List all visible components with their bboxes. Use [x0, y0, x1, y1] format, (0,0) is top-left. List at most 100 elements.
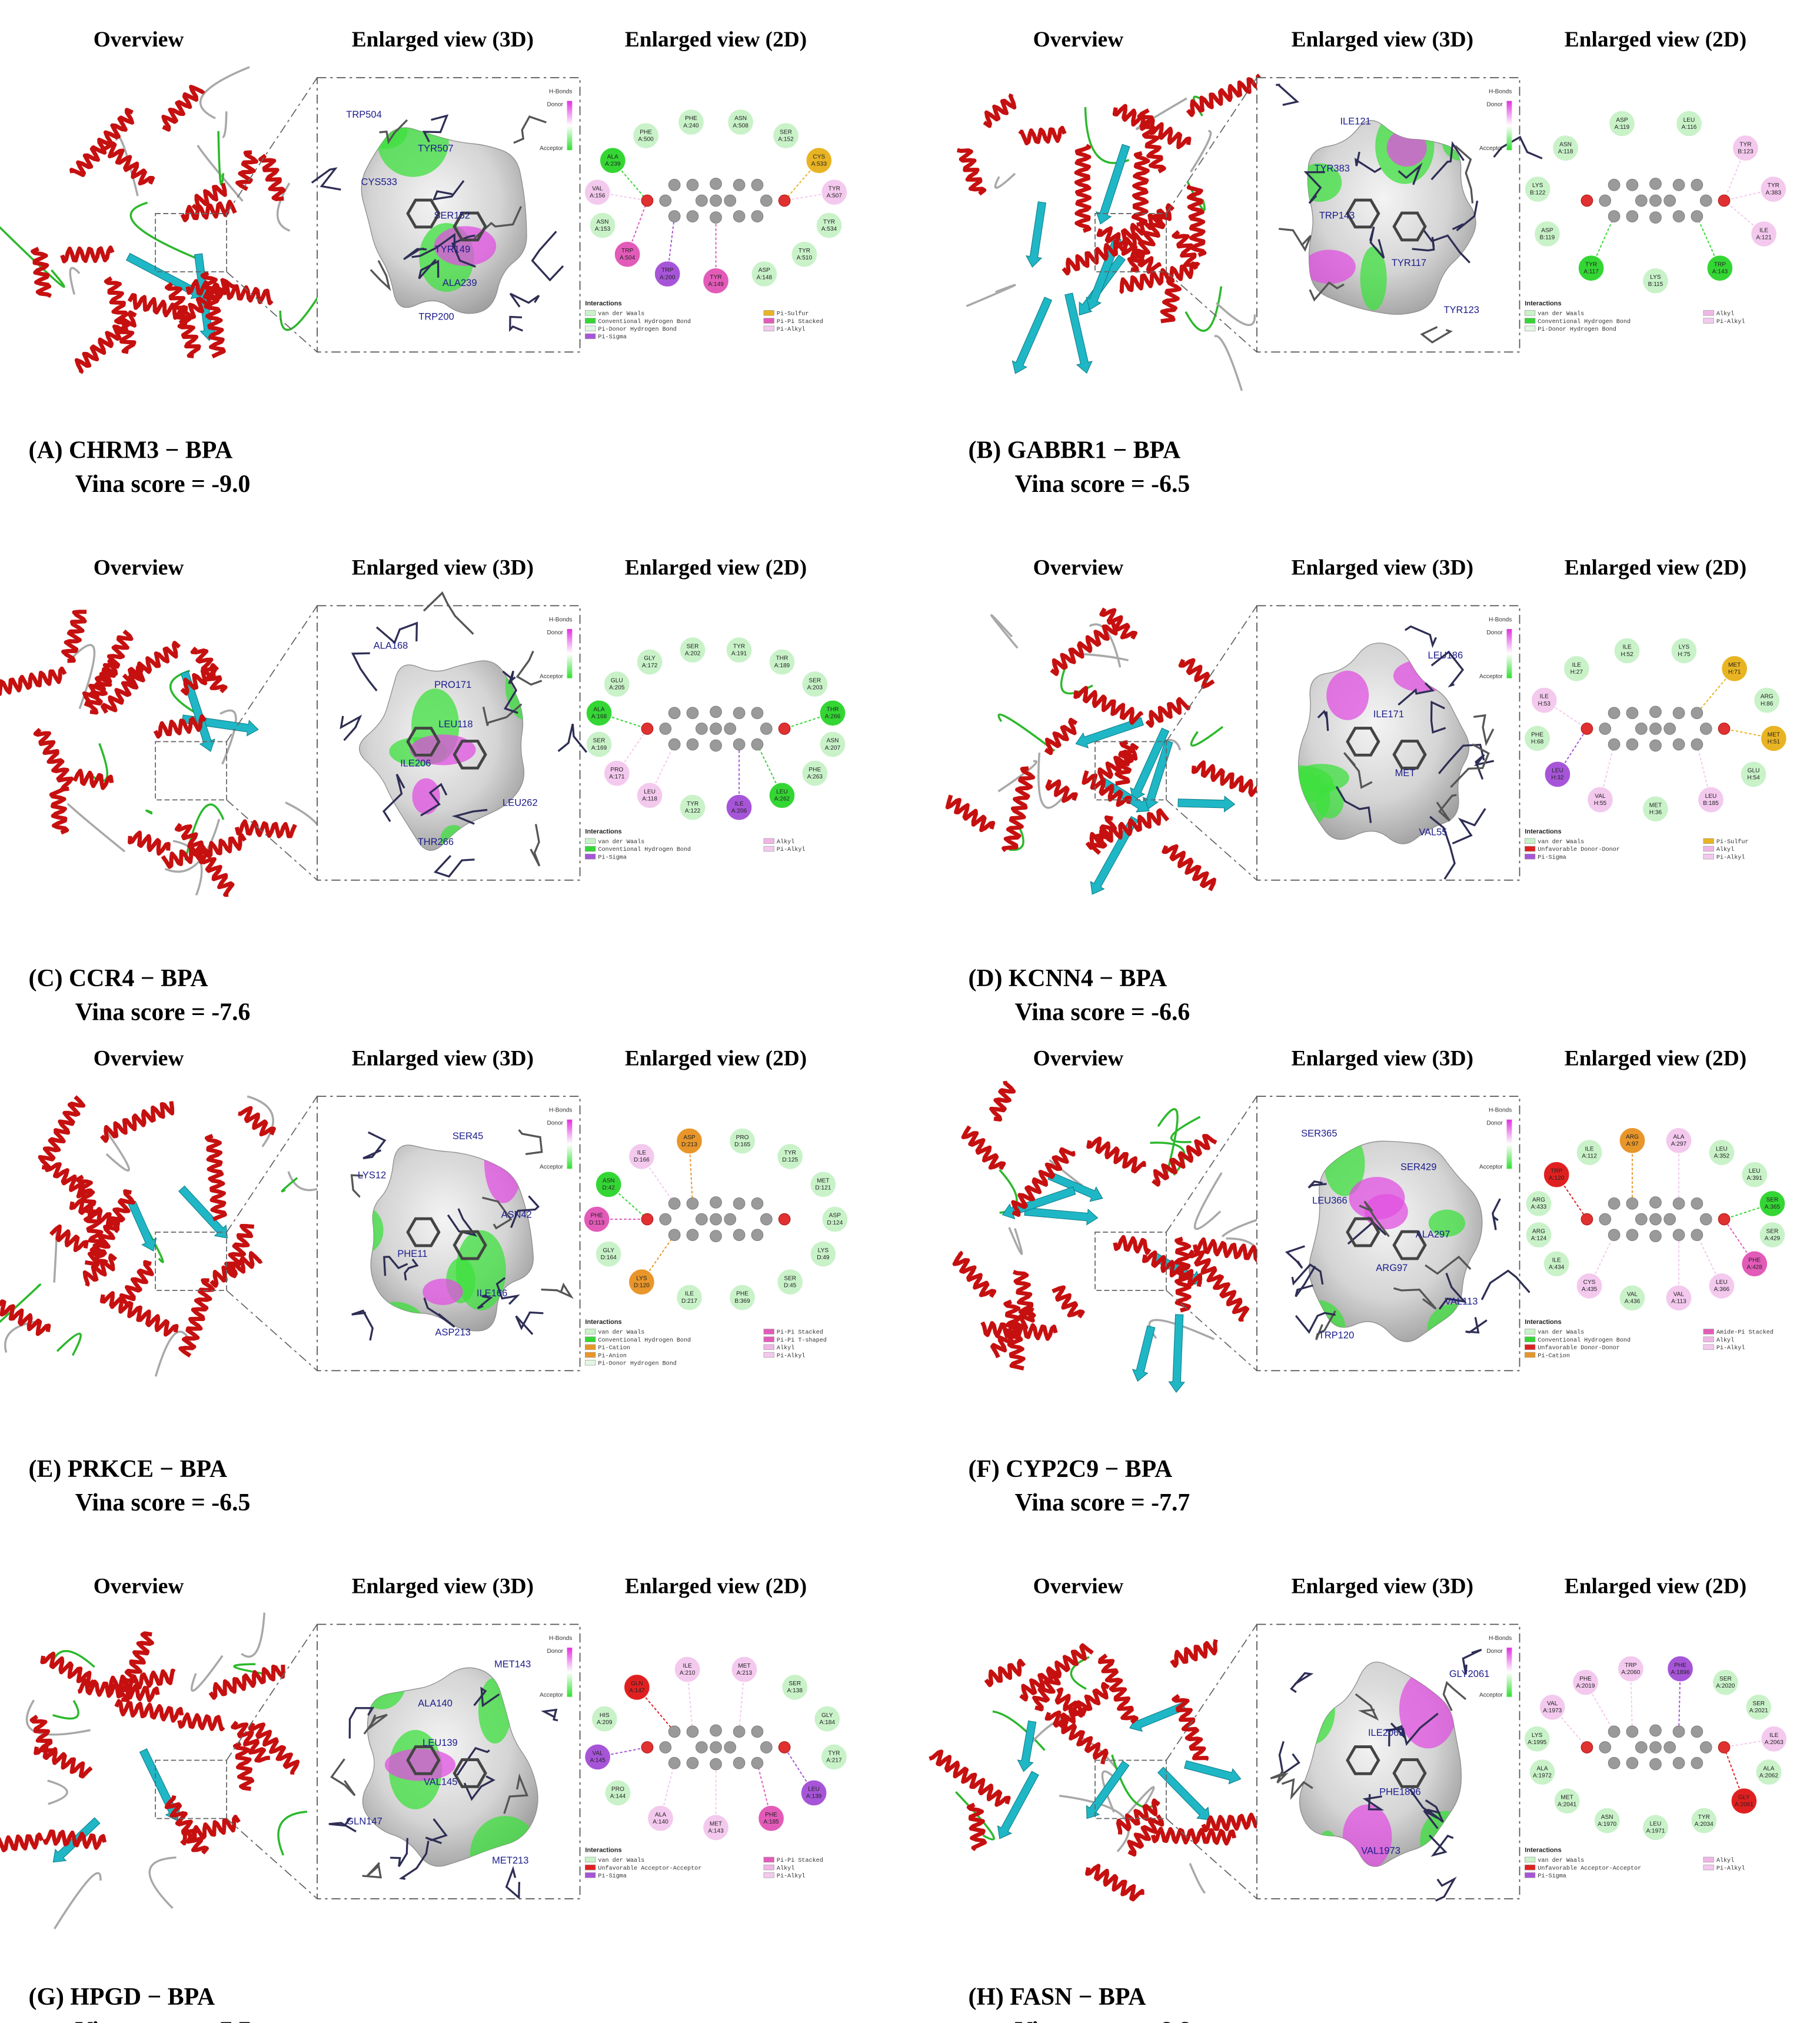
residue-id: A:145 — [590, 1758, 605, 1764]
ligand-atom — [1649, 178, 1662, 190]
hbond-legend-title: H-Bonds — [549, 1107, 572, 1113]
residue-name: SER — [687, 643, 699, 650]
interaction-line — [784, 712, 833, 730]
residue-stick — [1425, 1799, 1444, 1823]
vina-score: Vina score = -6.5 — [1015, 471, 1190, 498]
surface-patch — [412, 778, 440, 815]
residue-label-3d: ALA140 — [418, 1698, 452, 1709]
legend-swatch — [1703, 853, 1714, 860]
hbond-gradient — [567, 629, 573, 678]
ligand-atom — [710, 178, 722, 190]
alpha-helix — [60, 245, 115, 264]
residue-label-3d: TYR117 — [1392, 258, 1426, 268]
ligand-atom — [1608, 738, 1621, 751]
residue — [757, 1805, 785, 1832]
interaction-2d: LEUA:116TYRB:123TYRA:383ILEA:121TRPA:143… — [1524, 110, 1787, 333]
ligand-oxygen — [1581, 1213, 1593, 1226]
residue — [1708, 1272, 1735, 1300]
alpha-helix — [966, 1802, 987, 1851]
legend-label: Pi-Cation — [1538, 1352, 1570, 1359]
panel-caption: (C) CCR4 − BPA — [29, 965, 208, 992]
residue-stick — [1295, 1312, 1336, 1334]
residue — [676, 1284, 703, 1311]
beta-strand — [1132, 1325, 1156, 1382]
protein-overview — [0, 66, 330, 374]
residue-id: A:148 — [757, 274, 773, 281]
residue-name: TYR — [1768, 182, 1779, 189]
site-box — [1094, 1759, 1167, 1819]
alpha-helix — [42, 1829, 107, 1850]
alpha-helix — [72, 768, 114, 790]
ligand-atom — [1635, 723, 1648, 735]
ligand-atom — [724, 194, 737, 207]
residue-name: SER — [1752, 1701, 1765, 1707]
connector — [226, 1290, 318, 1372]
protein-overview — [0, 1095, 329, 1377]
ligand-ring — [1346, 198, 1380, 229]
legend-title: Interactions — [1525, 1319, 1561, 1326]
legend-swatch — [585, 1352, 596, 1358]
ligand-ring — [452, 1230, 487, 1260]
residue-name: TRP — [1714, 261, 1726, 268]
residue-id: A:391 — [1747, 1175, 1763, 1182]
legend-label: Conventional Hydrogen Bond — [1538, 1337, 1631, 1344]
residue-stick — [557, 723, 588, 753]
residue-name: TRP — [661, 267, 673, 274]
alpha-helix — [33, 727, 74, 792]
legend-swatch — [585, 310, 596, 316]
residue-id: H:68 — [1531, 739, 1544, 746]
beta-strand — [1177, 796, 1236, 813]
alpha-helix — [1032, 1669, 1061, 1712]
residue-id: A:144 — [610, 1794, 626, 1800]
residue-id: D:45 — [784, 1282, 797, 1289]
ligand-atom — [1635, 1213, 1648, 1226]
residue-id: B:119 — [1540, 234, 1555, 241]
residue-name: ASP — [1541, 227, 1553, 234]
residue-label-3d: PHE11 — [397, 1249, 427, 1259]
residue — [674, 1656, 701, 1683]
alpha-helix — [40, 1651, 96, 1688]
residue-name: TRP — [1551, 1168, 1562, 1174]
ligand-atom — [1672, 707, 1685, 720]
protein-loop — [955, 1791, 995, 1841]
residue-id: A:156 — [590, 192, 605, 199]
residue-name: VAL — [1673, 1291, 1685, 1297]
ligand-atom — [1699, 194, 1712, 207]
alpha-helix — [1186, 74, 1261, 117]
ligand-atom — [1672, 1756, 1685, 1769]
residue — [632, 122, 660, 149]
alpha-helix — [1054, 1687, 1087, 1718]
ligand-atom — [760, 194, 773, 207]
ligand-atom — [1649, 1230, 1662, 1242]
alpha-helix — [34, 1742, 93, 1779]
ligand-atom — [733, 210, 746, 222]
ligand-atom — [760, 1741, 773, 1754]
legend-title: Interactions — [1525, 300, 1561, 307]
residue-id: A:508 — [733, 122, 748, 129]
residue-name: LEU — [1716, 1146, 1728, 1152]
alpha-helix — [1142, 1250, 1203, 1287]
alpha-helix — [119, 1260, 154, 1309]
residue-name: VAL — [1627, 1291, 1638, 1297]
residue-id: A:2034 — [1695, 1821, 1713, 1828]
residue-stick — [403, 247, 427, 260]
residue — [1539, 1693, 1566, 1721]
ligand-atom — [668, 1756, 681, 1769]
residue-name: ASN — [1601, 1814, 1613, 1821]
residue-name: LEU — [1716, 1279, 1728, 1286]
residue-stick — [1315, 1310, 1336, 1340]
ligand-atom — [733, 1197, 746, 1210]
residue-name: LYS — [1532, 1732, 1543, 1739]
connector — [1166, 1290, 1257, 1372]
residue-stick — [1362, 1794, 1385, 1811]
residue-label-3d: SER365 — [1301, 1128, 1337, 1139]
ligand-oxygen — [1718, 194, 1731, 207]
vina-score: Vina score = -9.0 — [75, 471, 251, 498]
legend-swatch — [585, 1336, 596, 1342]
column-title: Overview — [94, 556, 184, 580]
residue-name: MET — [1649, 802, 1662, 808]
panel: Overview Enlarged view (3D) Enlarged view … — [929, 1575, 1788, 2023]
residue-name: SER — [1719, 1676, 1732, 1682]
residue-label-3d: LEU186 — [1428, 650, 1463, 661]
protein-loop — [222, 111, 228, 138]
